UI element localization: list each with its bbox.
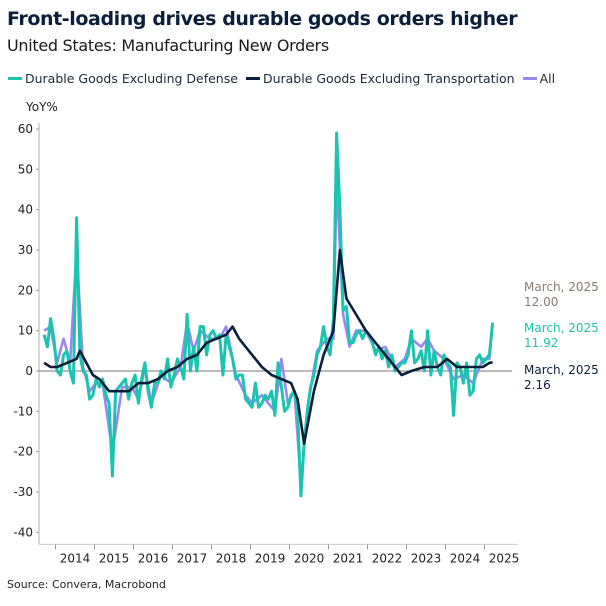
legend-item: Durable Goods Excluding Transportation <box>245 71 515 86</box>
source-note: Source: Convera, Macrobond <box>7 578 166 591</box>
y-tick-label: -10 <box>13 404 33 418</box>
legend-label: Durable Goods Excluding Defense <box>25 71 238 86</box>
y-tick-label: 10 <box>18 324 33 338</box>
legend-item: Durable Goods Excluding Defense <box>8 71 238 86</box>
legend-item: All <box>522 71 556 86</box>
x-tick-label: 2019 <box>255 551 286 565</box>
x-tick-label: 2023 <box>411 551 442 565</box>
y-axis-label: YoY% <box>25 100 58 114</box>
y-tick-label: 60 <box>18 122 33 136</box>
end-label-value: 2.16 <box>524 378 551 392</box>
x-tick-label: 2024 <box>450 551 481 565</box>
x-tick-label: 2014 <box>60 551 91 565</box>
legend-label: All <box>539 71 556 86</box>
x-tick-label: 2025 <box>489 551 520 565</box>
x-tick-label: 2020 <box>294 551 325 565</box>
x-tick-label: 2018 <box>216 551 247 565</box>
legend: Durable Goods Excluding Defense Durable … <box>8 71 555 86</box>
legend-swatch <box>522 77 537 80</box>
end-label-date: March, 2025 <box>524 280 599 294</box>
series-line-durable-goods-excluding-defense <box>42 131 495 498</box>
end-label-date: March, 2025 <box>524 363 599 377</box>
series-line-all <box>43 176 494 486</box>
x-tick-label: 2021 <box>333 551 364 565</box>
chart-subtitle: United States: Manufacturing New Orders <box>7 36 329 55</box>
y-tick-label: 0 <box>25 364 33 378</box>
end-label-date: March, 2025 <box>524 321 599 335</box>
y-tick-label: -30 <box>13 485 33 499</box>
end-label-value: 11.92 <box>524 336 558 350</box>
y-tick-label: 50 <box>18 162 33 176</box>
y-tick-label: -20 <box>13 445 33 459</box>
x-tick-label: 2015 <box>99 551 130 565</box>
legend-label: Durable Goods Excluding Transportation <box>262 71 515 86</box>
end-label-value: 12.00 <box>524 295 558 309</box>
x-tick-label: 2017 <box>177 551 208 565</box>
x-tick-label: 2022 <box>372 551 403 565</box>
legend-swatch <box>245 77 260 80</box>
series-line-durable-goods-excluding-transportation <box>43 248 493 445</box>
y-tick-label: -40 <box>13 525 33 539</box>
chart-title: Front-loading drives durable goods order… <box>7 8 518 30</box>
y-tick-label: 30 <box>18 243 33 257</box>
y-tick-label: 20 <box>18 283 33 297</box>
legend-swatch <box>8 77 22 80</box>
x-tick-label: 2016 <box>138 551 169 565</box>
y-tick-label: 40 <box>18 203 33 217</box>
